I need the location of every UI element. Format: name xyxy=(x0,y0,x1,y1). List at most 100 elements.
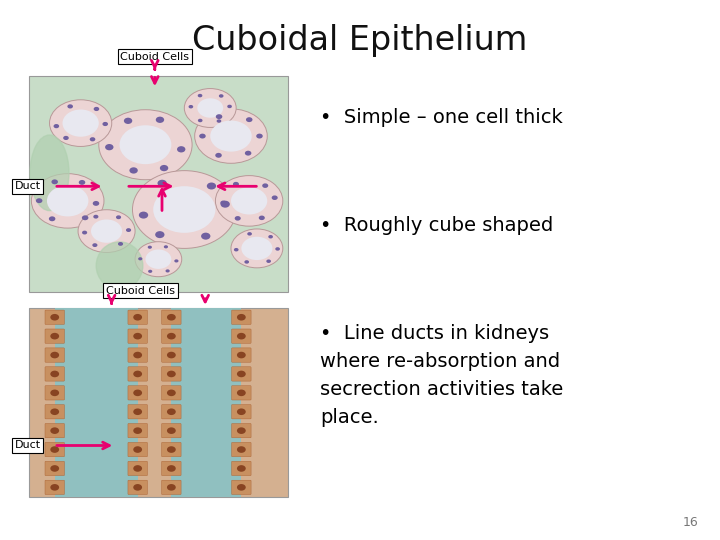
Circle shape xyxy=(133,370,142,377)
Circle shape xyxy=(133,427,142,434)
FancyBboxPatch shape xyxy=(162,367,181,381)
FancyBboxPatch shape xyxy=(45,329,65,343)
Circle shape xyxy=(266,259,271,263)
Circle shape xyxy=(50,100,112,146)
Circle shape xyxy=(50,408,59,415)
Circle shape xyxy=(82,215,89,220)
Circle shape xyxy=(166,269,170,273)
Circle shape xyxy=(50,446,59,453)
Circle shape xyxy=(49,217,55,221)
Circle shape xyxy=(133,465,142,472)
Circle shape xyxy=(32,174,104,228)
FancyBboxPatch shape xyxy=(162,348,181,362)
Circle shape xyxy=(167,352,176,359)
Circle shape xyxy=(275,247,280,251)
Circle shape xyxy=(258,215,265,220)
FancyBboxPatch shape xyxy=(232,367,251,381)
Circle shape xyxy=(164,245,168,248)
Circle shape xyxy=(189,105,193,109)
Circle shape xyxy=(50,314,59,321)
Circle shape xyxy=(53,124,59,128)
Circle shape xyxy=(219,94,223,98)
Circle shape xyxy=(105,144,114,150)
Text: Duct: Duct xyxy=(14,181,40,191)
Circle shape xyxy=(167,333,176,340)
FancyBboxPatch shape xyxy=(45,480,65,495)
Circle shape xyxy=(177,146,186,152)
Circle shape xyxy=(231,229,283,268)
Circle shape xyxy=(167,408,176,415)
Circle shape xyxy=(167,370,176,377)
Circle shape xyxy=(94,215,99,219)
Circle shape xyxy=(220,201,230,208)
Circle shape xyxy=(167,446,176,453)
Circle shape xyxy=(241,237,272,260)
Circle shape xyxy=(133,484,142,491)
Circle shape xyxy=(158,180,167,187)
Circle shape xyxy=(94,107,99,111)
Text: •  Simple – one cell thick: • Simple – one cell thick xyxy=(320,108,563,127)
Circle shape xyxy=(237,370,246,377)
Circle shape xyxy=(210,120,252,152)
Ellipse shape xyxy=(96,242,143,289)
FancyBboxPatch shape xyxy=(128,480,148,495)
Circle shape xyxy=(78,180,85,185)
Circle shape xyxy=(47,185,89,217)
Circle shape xyxy=(246,117,253,122)
FancyBboxPatch shape xyxy=(45,310,65,325)
FancyBboxPatch shape xyxy=(162,442,181,457)
FancyBboxPatch shape xyxy=(29,76,288,292)
Circle shape xyxy=(237,352,246,359)
Circle shape xyxy=(228,105,232,108)
FancyBboxPatch shape xyxy=(45,367,65,381)
Circle shape xyxy=(68,104,73,109)
Circle shape xyxy=(82,231,87,234)
Circle shape xyxy=(194,109,267,163)
Circle shape xyxy=(156,117,164,123)
Circle shape xyxy=(198,94,202,97)
Circle shape xyxy=(237,427,246,434)
FancyBboxPatch shape xyxy=(171,308,241,497)
Circle shape xyxy=(153,186,215,233)
Circle shape xyxy=(132,171,236,248)
FancyBboxPatch shape xyxy=(232,348,251,362)
Circle shape xyxy=(215,153,222,158)
Circle shape xyxy=(167,427,176,434)
Circle shape xyxy=(50,465,59,472)
Circle shape xyxy=(231,187,267,214)
Circle shape xyxy=(269,235,273,239)
Circle shape xyxy=(124,118,132,124)
Circle shape xyxy=(63,110,99,137)
FancyBboxPatch shape xyxy=(162,310,181,325)
Circle shape xyxy=(207,183,216,190)
Circle shape xyxy=(237,465,246,472)
Circle shape xyxy=(50,370,59,377)
FancyBboxPatch shape xyxy=(128,404,148,419)
Circle shape xyxy=(133,408,142,415)
FancyBboxPatch shape xyxy=(128,461,148,476)
Circle shape xyxy=(50,352,59,359)
FancyBboxPatch shape xyxy=(45,423,65,438)
FancyBboxPatch shape xyxy=(162,480,181,495)
Circle shape xyxy=(198,119,202,122)
Circle shape xyxy=(92,243,97,247)
Circle shape xyxy=(237,389,246,396)
Circle shape xyxy=(36,198,42,203)
Circle shape xyxy=(50,427,59,434)
Circle shape xyxy=(63,136,69,140)
Circle shape xyxy=(217,119,221,123)
Circle shape xyxy=(237,446,246,453)
Circle shape xyxy=(145,249,171,269)
FancyBboxPatch shape xyxy=(232,404,251,419)
Ellipse shape xyxy=(30,135,69,211)
FancyBboxPatch shape xyxy=(128,329,148,343)
Circle shape xyxy=(99,110,192,180)
Circle shape xyxy=(78,210,135,253)
FancyBboxPatch shape xyxy=(45,404,65,419)
Circle shape xyxy=(148,246,152,249)
FancyBboxPatch shape xyxy=(45,442,65,457)
FancyBboxPatch shape xyxy=(128,423,148,438)
FancyBboxPatch shape xyxy=(232,423,251,438)
Circle shape xyxy=(237,408,246,415)
Circle shape xyxy=(167,314,176,321)
